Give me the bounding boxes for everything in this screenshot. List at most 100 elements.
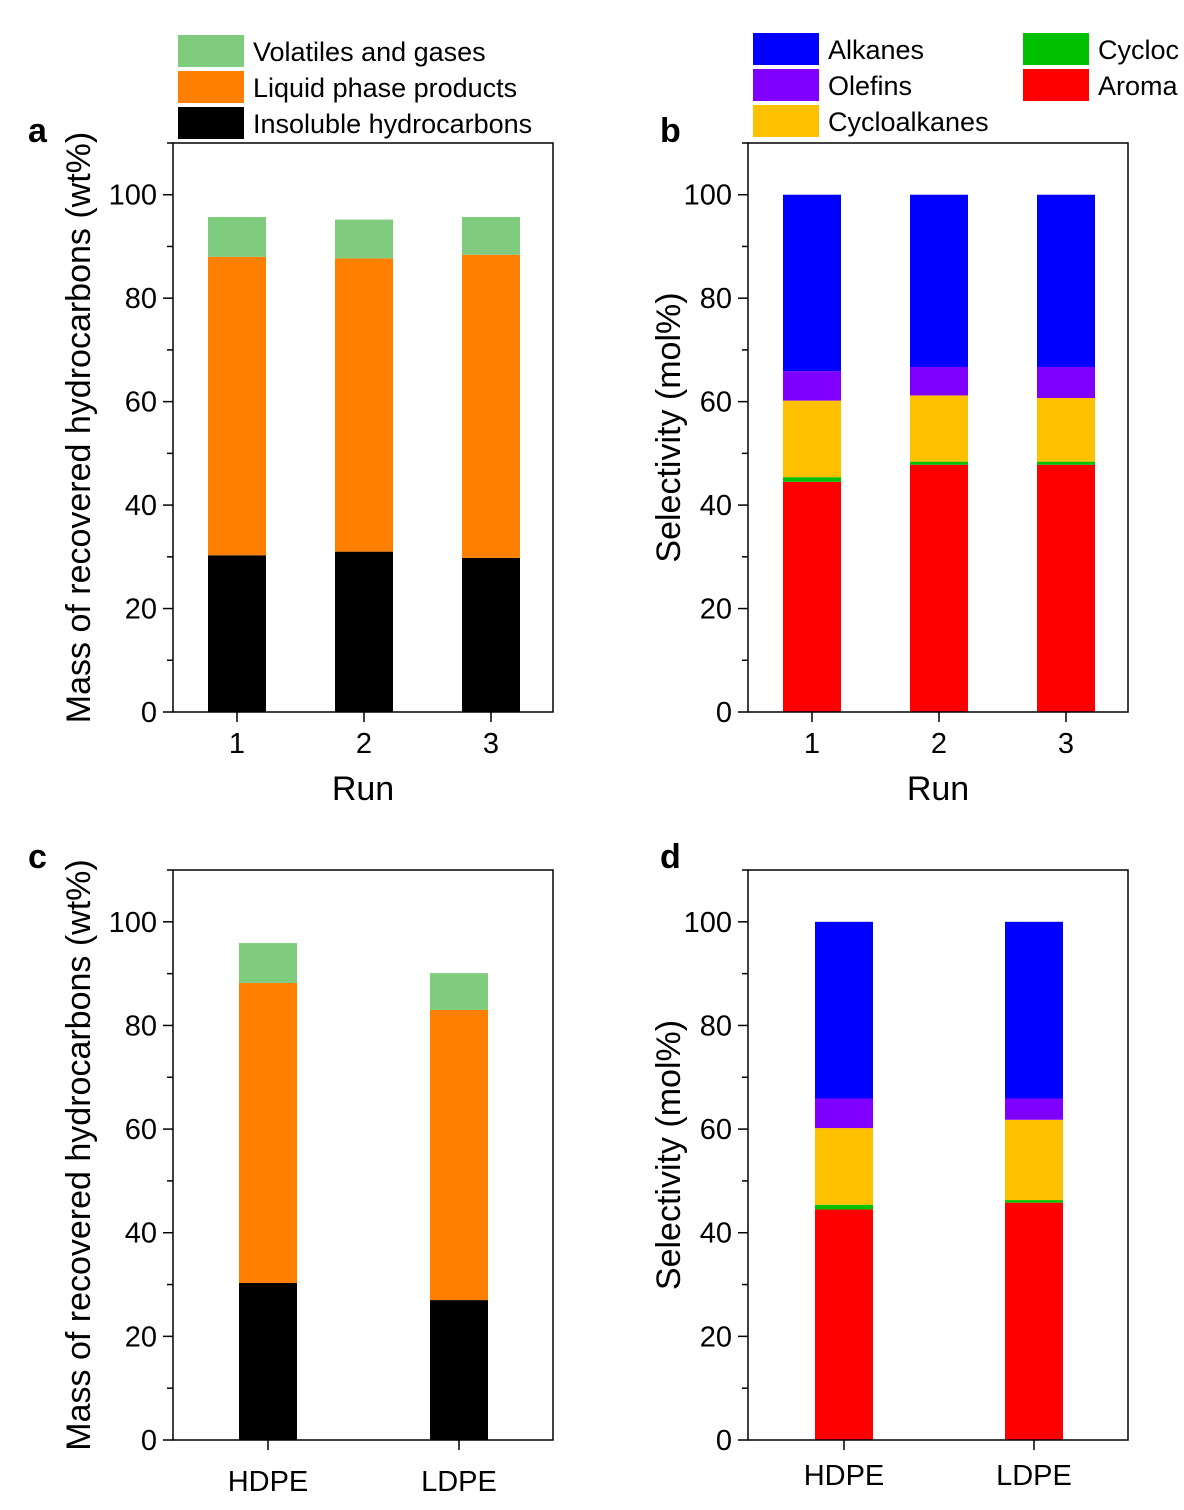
y-axis-title: Mass of recovered hydrocarbons (wt%) [60, 859, 98, 1450]
panel-d: 0 20 40 60 80 100 HDPE LDPE Selectivity (mol%) d [650, 838, 1129, 1492]
bar-segment-cyclo [783, 477, 841, 482]
legend-panel-a: Volatiles and gases Liquid phase products… [178, 35, 532, 139]
x-tick-label: 2 [931, 728, 947, 760]
y-tick-label: 80 [700, 283, 732, 315]
y-tick-label: 80 [125, 1010, 157, 1042]
plot-frame [747, 142, 1129, 713]
x-tick-label: 2 [356, 728, 372, 760]
x-tick-label: 1 [229, 728, 245, 760]
bar-segment-liquid-phase-products [462, 254, 520, 558]
legend-swatch [753, 105, 819, 137]
y-tick-label: 0 [716, 1425, 732, 1457]
bar-segment-liquid-phase-products [430, 1009, 488, 1301]
bar-segment-alkanes [910, 194, 968, 367]
bar-segment-volatiles-and-gases [208, 216, 266, 257]
y-tick-label: 20 [125, 1321, 157, 1353]
bar-segment-olefins [783, 371, 841, 401]
y-tick-label: 20 [125, 594, 157, 626]
bar-segment-olefins [1005, 1098, 1063, 1120]
y-tick-label: 20 [700, 594, 732, 626]
legend-swatch [753, 69, 819, 101]
y-tick-label: 60 [700, 387, 732, 419]
bar-segment-insoluble-hydrocarbons [430, 1300, 488, 1440]
bar-segment-insoluble-hydrocarbons [462, 557, 520, 712]
legend-label: Olefins [828, 71, 912, 101]
panel-b: 0 20 40 60 80 100 1 2 3 Run Selectivity (mol%) b [650, 112, 1129, 808]
y-axis-title: Mass of recovered hydrocarbons (wt%) [60, 132, 98, 723]
bar-segment-insoluble-hydrocarbons [208, 555, 266, 712]
legend-panel-b: Alkanes Olefins Cycloalkanes Cycloc Aroma [753, 33, 1179, 137]
y-tick-label: 40 [700, 490, 732, 522]
y-tick-label: 0 [716, 697, 732, 729]
legend-label: Insoluble hydrocarbons [253, 109, 532, 139]
plot-frame [172, 142, 554, 713]
plot-frame [747, 869, 1129, 1441]
y-tick-label: 0 [141, 697, 157, 729]
bar-segment-volatiles-and-gases [239, 943, 297, 983]
bar-segment-cycloalkanes [783, 400, 841, 478]
x-tick-label: 3 [483, 728, 499, 760]
bar-segment-insoluble-hydrocarbons [239, 1282, 297, 1440]
bar-segment-cycloalkanes [910, 395, 968, 462]
legend-swatch [178, 35, 244, 67]
bar-segment-cycloalkanes [1005, 1119, 1063, 1201]
legend-label: Liquid phase products [253, 73, 517, 103]
x-tick-label: HDPE [804, 1460, 885, 1492]
bar-segment-alkanes [1005, 921, 1063, 1099]
bar-segment-volatiles-and-gases [462, 216, 520, 255]
bar-segment-olefins [910, 366, 968, 396]
legend-swatch [1023, 69, 1089, 101]
legend-label: Cycloc [1098, 35, 1179, 65]
panel-label: d [660, 838, 681, 876]
bar-segment-volatiles-and-gases [335, 219, 393, 259]
y-tick-label: 60 [125, 1114, 157, 1146]
y-tick-label: 100 [109, 907, 157, 939]
y-tick-label: 40 [125, 1218, 157, 1250]
bar-segment-olefins [815, 1098, 873, 1129]
y-tick-label: 60 [125, 387, 157, 419]
bar-segment-cyclo [910, 461, 968, 465]
legend-swatch [753, 33, 819, 65]
bar-segment-volatiles-and-gases [430, 973, 488, 1010]
legend-label: Volatiles and gases [253, 37, 486, 67]
x-tick-label: LDPE [996, 1460, 1072, 1492]
x-tick-label: LDPE [421, 1466, 497, 1498]
x-axis-title: Run [332, 770, 394, 808]
x-tick-label: 1 [804, 728, 820, 760]
bar-segment-alkanes [1037, 194, 1095, 367]
bar-segment-aromatics [1005, 1202, 1063, 1440]
bar-segment-aromatics [815, 1209, 873, 1440]
y-tick-label: 100 [109, 180, 157, 212]
bar-segment-alkanes [815, 921, 873, 1099]
y-tick-label: 100 [684, 180, 732, 212]
bar-segment-aromatics [783, 481, 841, 712]
legend-swatch [1023, 33, 1089, 65]
y-axis-title: Selectivity (mol%) [650, 1020, 688, 1290]
panel-label: b [660, 112, 681, 150]
bar-segment-olefins [1037, 366, 1095, 399]
bar-segment-cyclo [1037, 461, 1095, 465]
legend-swatch [178, 71, 244, 103]
plot-frame [172, 869, 554, 1441]
bar-segment-cyclo [815, 1204, 873, 1210]
panel-label: c [28, 838, 47, 876]
panel-c: 0 20 40 60 80 100 HDPE LDPE Mass of recovered hy… [28, 838, 554, 1498]
bar-segment-cyclo [1005, 1200, 1063, 1203]
bar-segment-alkanes [783, 194, 841, 372]
bar-segment-insoluble-hydrocarbons [335, 551, 393, 712]
y-tick-label: 60 [700, 1114, 732, 1146]
legend-label: Alkanes [828, 35, 924, 65]
bar-segment-aromatics [910, 464, 968, 712]
y-tick-label: 40 [700, 1218, 732, 1250]
legend-swatch [178, 107, 244, 139]
bar-segment-cycloalkanes [815, 1128, 873, 1205]
bar-segment-cycloalkanes [1037, 398, 1095, 462]
x-axis-title: Run [907, 770, 969, 808]
y-tick-label: 100 [684, 907, 732, 939]
x-tick-label: HDPE [228, 1466, 309, 1498]
y-tick-label: 80 [700, 1010, 732, 1042]
y-axis-title: Selectivity (mol%) [650, 292, 688, 562]
bar-segment-aromatics [1037, 464, 1095, 712]
y-tick-label: 20 [700, 1321, 732, 1353]
